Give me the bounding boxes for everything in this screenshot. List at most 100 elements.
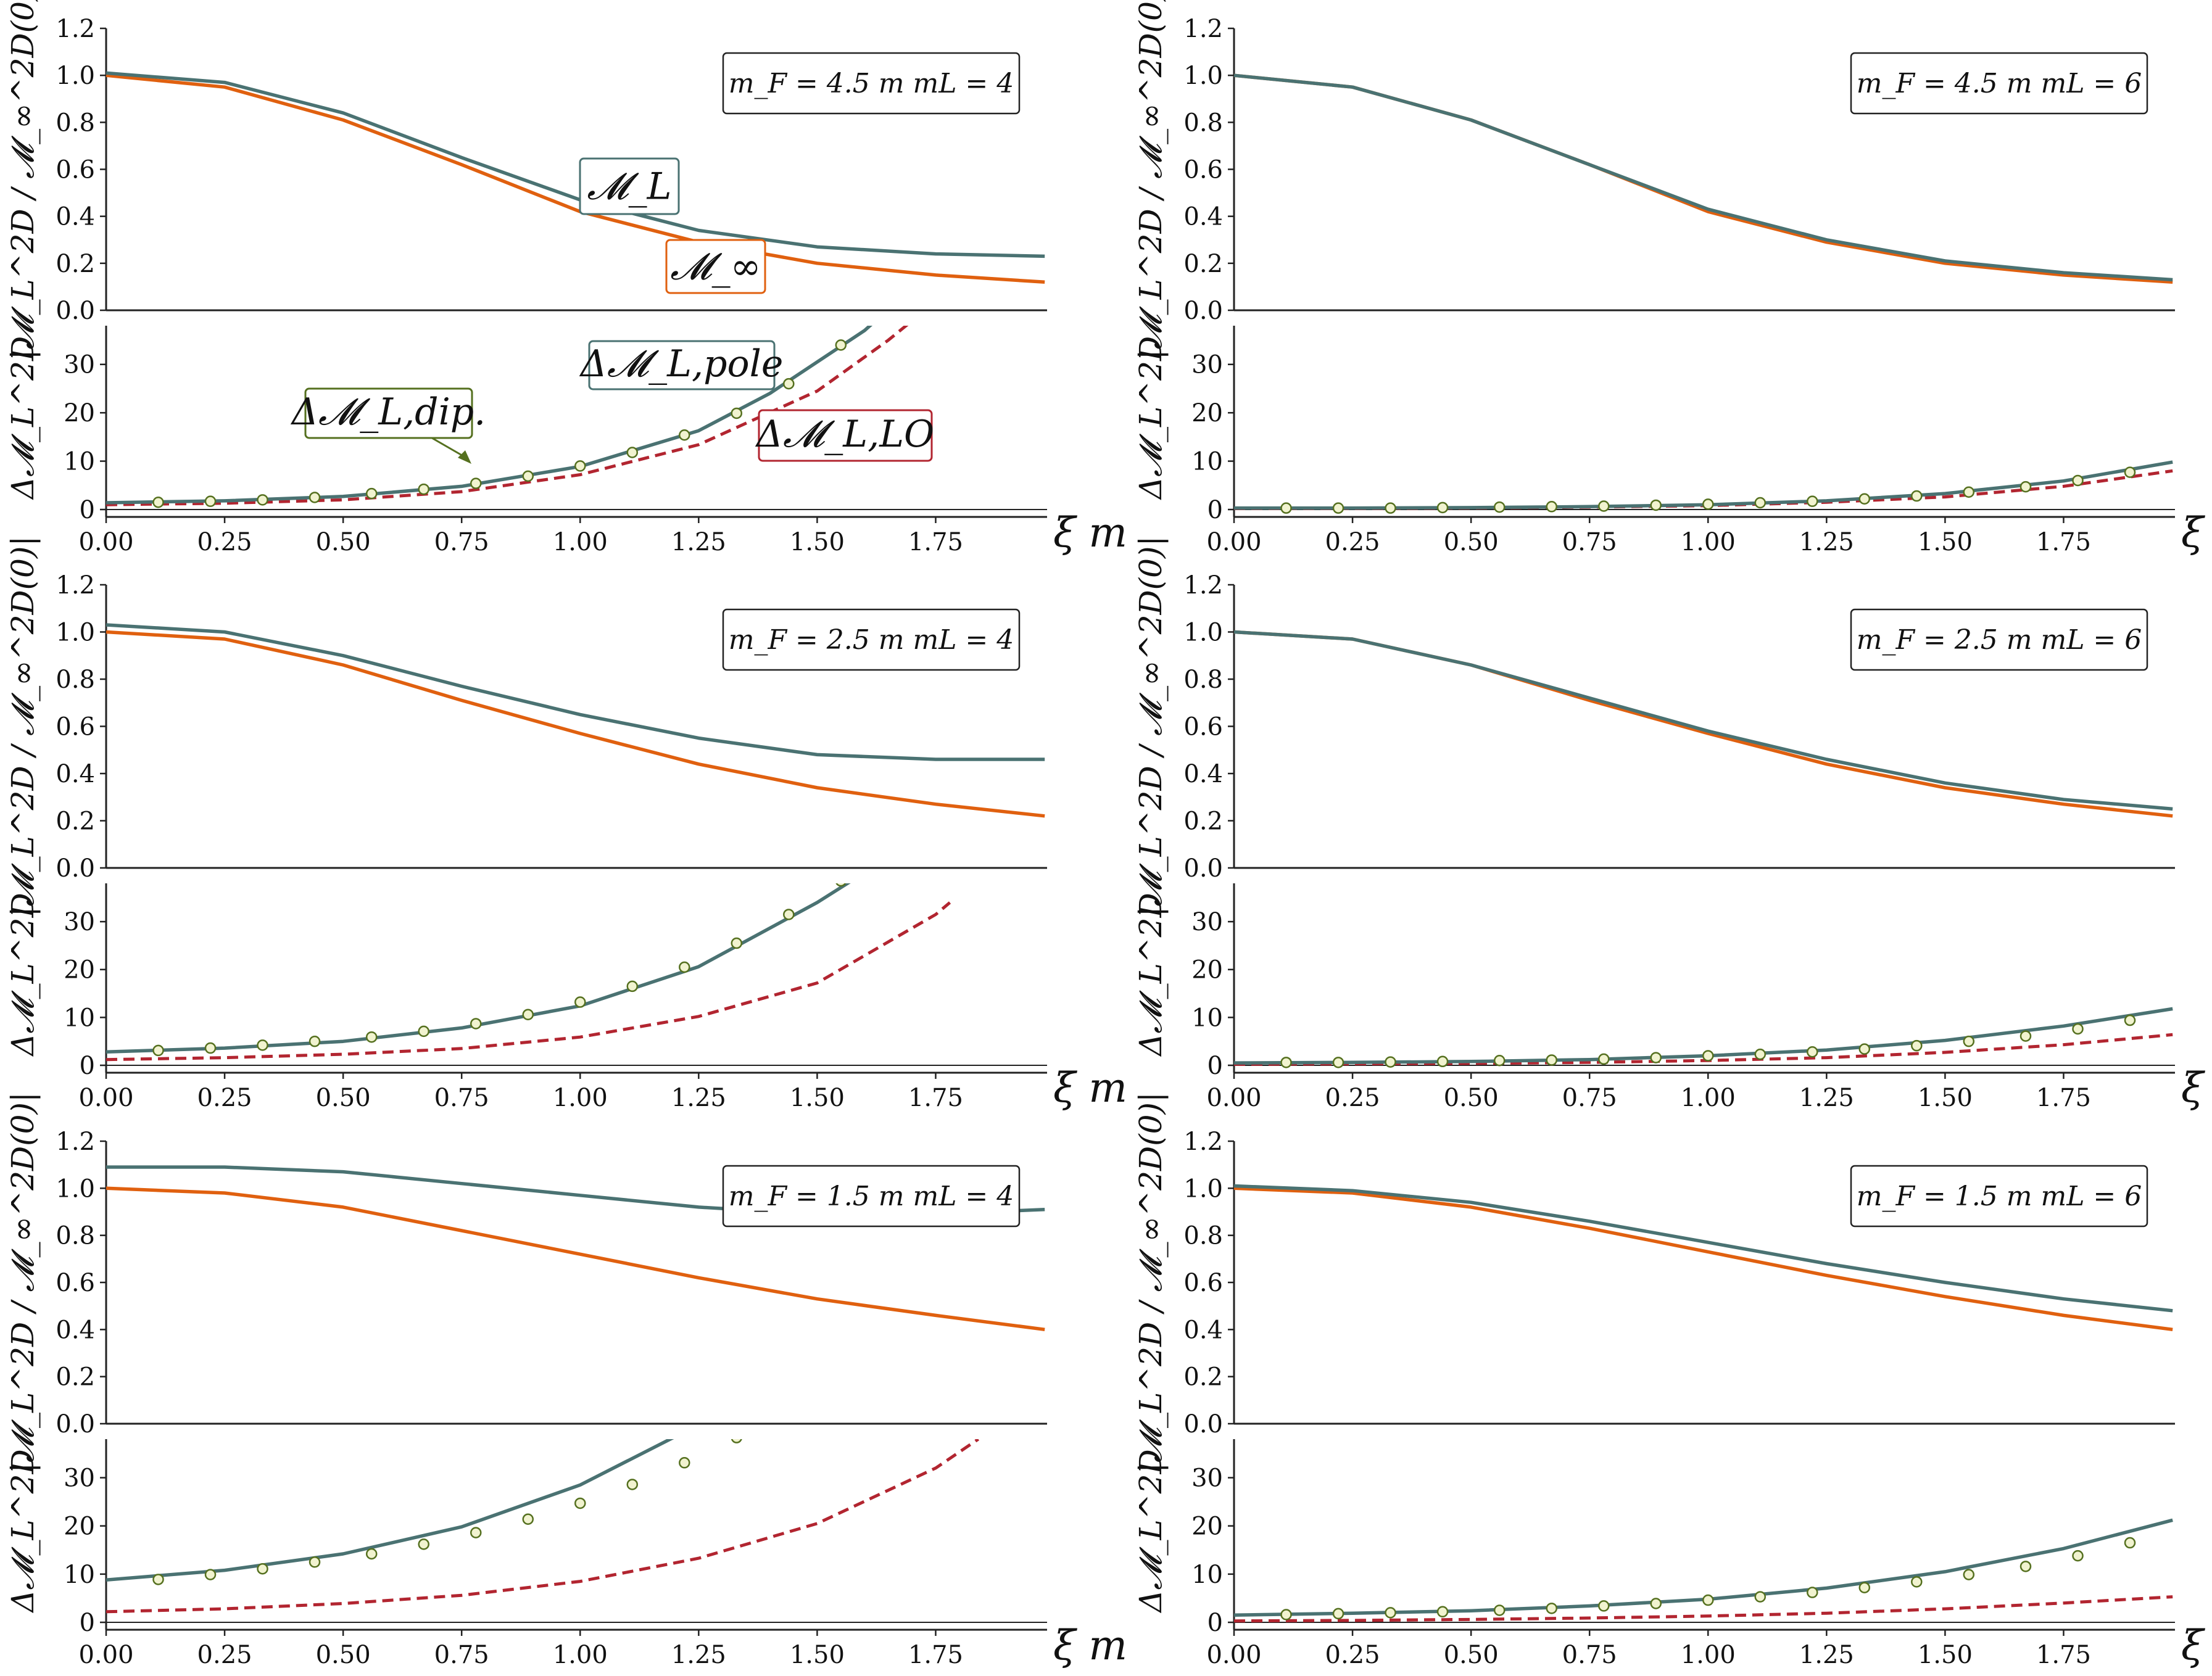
bottom-y-tick-label: 20 xyxy=(1191,956,1223,985)
bottom-y-tick-label: 10 xyxy=(64,1004,95,1032)
dip-point xyxy=(1858,493,1871,505)
dip-point xyxy=(470,1527,482,1538)
annotation-M-inf-label: 𝓜_∞ xyxy=(670,245,761,288)
series-LO-line xyxy=(106,1439,980,1614)
x-tick-label: 1.50 xyxy=(790,1641,845,1669)
top-y-axis-label: |𝓜_L^2D / 𝓜_∞^2D(0)| xyxy=(1133,0,1169,360)
x-tick-label: 0.75 xyxy=(1562,1641,1617,1669)
bottom-y-tick-label: 20 xyxy=(64,956,95,985)
top-y-tick-label: 1.2 xyxy=(1183,1128,1223,1156)
panel-5: 0.0 0.2 0.4 0.6 0.8 1.0 1.2 |𝓜_L^2D / 𝓜_∞^2D(0)… xyxy=(5,1092,1127,1669)
dip-point xyxy=(731,407,743,419)
dip-point xyxy=(1280,1609,1292,1620)
top-subplot: 0.0 0.2 0.4 0.6 0.8 1.0 1.2 |𝓜_L^2D / 𝓜_∞^2D(0)… xyxy=(5,1092,1047,1473)
top-y-tick-label: 1.0 xyxy=(1183,1174,1223,1203)
dip-point xyxy=(1332,1057,1344,1068)
bottom-y-axis-label: Δ𝓜_L^2D xyxy=(1133,336,1169,500)
dip-point xyxy=(1493,501,1506,513)
top-y-tick-label: 1.2 xyxy=(1183,15,1223,43)
bottom-y-tick-label: 0 xyxy=(80,1052,95,1080)
dip-point xyxy=(1650,499,1662,511)
bottom-y-tick-label: 10 xyxy=(64,1561,95,1589)
x-tick-label: 1.25 xyxy=(1799,1641,1854,1669)
dip-point xyxy=(1754,1048,1767,1060)
dip-point xyxy=(2019,1030,2032,1042)
series-M-L-line xyxy=(1233,1184,2173,1313)
bottom-subplot: 0 10 20 30 Δ𝓜_L^2D 0.00 0.25 0.50 0.75 1.00 1.25 1.… xyxy=(5,326,1127,556)
dip-point xyxy=(1546,1603,1557,1614)
dip-point xyxy=(1963,1035,1975,1047)
dip-point xyxy=(1280,502,1292,514)
x-tick-label: 0.00 xyxy=(1206,528,1261,556)
x-tick-label: 0.50 xyxy=(316,1084,371,1112)
top-y-tick-label: 0.6 xyxy=(1183,156,1223,184)
x-axis-label: ξ m xyxy=(1053,1064,1127,1112)
dip-point xyxy=(2124,1014,2136,1026)
bottom-subplot: 0 10 20 30 Δ𝓜_L^2D 0.00 0.25 0.50 0.75 1.00 1.25 1.… xyxy=(1133,1439,2212,1669)
dip-point xyxy=(2019,1561,2032,1572)
dip-point xyxy=(731,937,743,949)
dip-point xyxy=(574,460,586,472)
x-tick-label: 1.50 xyxy=(1918,1084,1973,1112)
param-box xyxy=(722,1165,1021,1228)
x-tick-label: 1.00 xyxy=(1681,528,1736,556)
top-subplot: 0.0 0.2 0.4 0.6 0.8 1.0 1.2 |𝓜_L^2D / 𝓜_∞^2D(0)… xyxy=(1133,0,2175,360)
series-M-L-line xyxy=(1233,73,2173,282)
top-y-tick-label: 0.4 xyxy=(1183,760,1223,788)
dip-point xyxy=(365,1548,378,1560)
dip-point xyxy=(1650,1052,1662,1063)
annotation-dip-box xyxy=(304,387,473,439)
series-pole-line xyxy=(106,326,873,505)
dip-point xyxy=(522,1513,534,1525)
dip-point xyxy=(2072,474,2084,487)
dip-point xyxy=(2124,466,2136,478)
dip-point xyxy=(679,429,690,441)
dip-point xyxy=(1807,1046,1818,1058)
x-tick-label: 0.25 xyxy=(197,528,252,556)
dip-point xyxy=(783,378,795,390)
bottom-y-tick-label: 10 xyxy=(64,448,95,476)
dip-point xyxy=(1436,1606,1449,1618)
x-tick-label: 1.25 xyxy=(1799,528,1854,556)
annotation-LO-box xyxy=(758,409,933,462)
dip-point xyxy=(626,447,639,458)
dip-point xyxy=(1385,1607,1396,1619)
top-y-tick-label: 0.2 xyxy=(1183,1363,1223,1392)
dip-point xyxy=(257,1562,268,1575)
dip-point xyxy=(1858,1043,1871,1055)
param-box-label: m_F = 4.5 m mL = 6 xyxy=(1857,68,2142,99)
series-M-inf-line xyxy=(106,630,1045,818)
x-tick-label: 0.00 xyxy=(78,1084,133,1112)
x-tick-label: 0.00 xyxy=(78,528,133,556)
dip-point xyxy=(679,1457,690,1469)
dip-point xyxy=(1436,1055,1449,1068)
dip-point xyxy=(522,470,534,482)
dip-point xyxy=(1807,1587,1818,1598)
top-y-tick-label: 0.6 xyxy=(56,713,95,741)
x-axis-label: ξ m xyxy=(2181,509,2212,556)
x-tick-label: 0.25 xyxy=(197,1641,252,1669)
dip-point xyxy=(1385,1056,1396,1068)
bottom-y-tick-label: 30 xyxy=(1191,351,1223,379)
dip-point xyxy=(1597,500,1610,512)
bottom-y-tick-label: 0 xyxy=(1207,1052,1223,1080)
bottom-y-tick-label: 30 xyxy=(1191,908,1223,936)
x-tick-label: 1.00 xyxy=(553,1641,608,1669)
top-y-tick-label: 0.4 xyxy=(1183,203,1223,231)
param-box-label: m_F = 4.5 m mL = 4 xyxy=(729,68,1014,99)
x-axis-label: ξ m xyxy=(2181,1622,2212,1669)
top-y-tick-label: 0.0 xyxy=(56,854,95,883)
dip-point xyxy=(1597,1600,1610,1612)
top-y-tick-label: 1.0 xyxy=(1183,619,1223,647)
annotations: 𝓜_L 𝓜_∞ Δ𝓜_L,pole Δ𝓜_L,LO Δ𝓜_L,dip. xyxy=(291,157,934,464)
panel-6: 0.0 0.2 0.4 0.6 0.8 1.0 1.2 |𝓜_L^2D / 𝓜_∞^2D(0)… xyxy=(1133,1092,2212,1669)
series-pole-line xyxy=(106,883,851,1054)
dip-point xyxy=(1754,1591,1767,1603)
x-tick-label: 1.50 xyxy=(790,528,845,556)
dip-point xyxy=(1702,498,1714,510)
top-y-tick-label: 0.6 xyxy=(56,156,95,184)
x-tick-label: 1.75 xyxy=(908,1084,963,1112)
top-y-tick-label: 0.4 xyxy=(1183,1316,1223,1344)
bottom-y-axis-label: Δ𝓜_L^2D xyxy=(5,1449,41,1613)
bottom-y-tick-label: 0 xyxy=(1207,1609,1223,1637)
